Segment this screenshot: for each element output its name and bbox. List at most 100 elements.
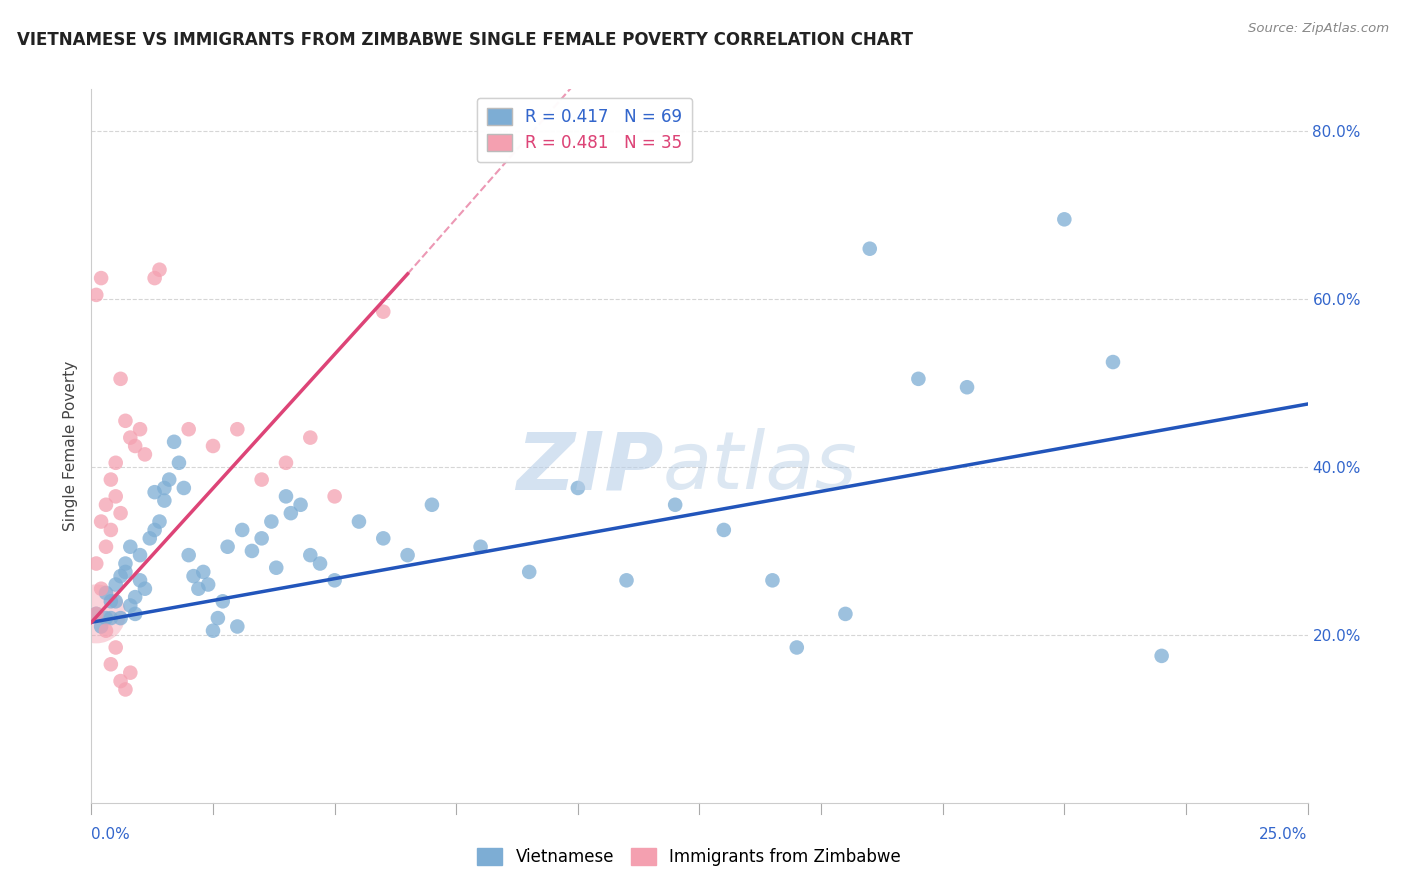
Point — [134, 582, 156, 596]
Point — [84, 607, 107, 621]
Point — [100, 611, 122, 625]
Point — [104, 640, 127, 655]
Text: ZIP: ZIP — [516, 428, 664, 507]
Point — [177, 548, 200, 562]
Point — [120, 665, 142, 680]
Point — [104, 577, 127, 591]
Point — [197, 577, 219, 591]
Point — [274, 456, 297, 470]
Point — [202, 439, 225, 453]
Point — [114, 414, 136, 428]
Point — [104, 456, 127, 470]
Point — [84, 288, 107, 302]
Legend: Vietnamese, Immigrants from Zimbabwe: Vietnamese, Immigrants from Zimbabwe — [471, 841, 907, 873]
Text: atlas: atlas — [664, 428, 858, 507]
Point — [134, 447, 156, 461]
Point — [114, 557, 136, 571]
Point — [250, 473, 273, 487]
Point — [153, 481, 176, 495]
Point — [240, 544, 263, 558]
Point — [110, 372, 132, 386]
Point — [148, 515, 170, 529]
Point — [124, 607, 146, 621]
Point — [104, 594, 127, 608]
Point — [120, 599, 142, 613]
Point — [84, 607, 107, 621]
Point — [94, 540, 117, 554]
Point — [420, 498, 443, 512]
Point — [299, 548, 322, 562]
Point — [323, 489, 346, 503]
Point — [110, 506, 132, 520]
Point — [1102, 355, 1125, 369]
Point — [90, 515, 112, 529]
Point — [143, 523, 166, 537]
Y-axis label: Single Female Poverty: Single Female Poverty — [63, 361, 79, 531]
Point — [84, 557, 107, 571]
Point — [153, 493, 176, 508]
Point — [124, 439, 146, 453]
Point — [260, 515, 283, 529]
Point — [290, 498, 312, 512]
Text: 25.0%: 25.0% — [1260, 827, 1308, 841]
Point — [94, 624, 117, 638]
Point — [956, 380, 979, 394]
Point — [84, 607, 107, 621]
Point — [859, 242, 882, 256]
Point — [148, 262, 170, 277]
Text: Source: ZipAtlas.com: Source: ZipAtlas.com — [1249, 22, 1389, 36]
Point — [120, 431, 142, 445]
Point — [124, 590, 146, 604]
Point — [517, 565, 540, 579]
Point — [834, 607, 856, 621]
Point — [110, 674, 132, 689]
Legend: R = 0.417   N = 69, R = 0.481   N = 35: R = 0.417 N = 69, R = 0.481 N = 35 — [477, 97, 692, 162]
Point — [264, 560, 287, 574]
Point — [143, 271, 166, 285]
Point — [139, 532, 162, 546]
Point — [250, 532, 273, 546]
Point — [129, 548, 152, 562]
Point — [396, 548, 419, 562]
Point — [110, 611, 132, 625]
Point — [114, 682, 136, 697]
Text: VIETNAMESE VS IMMIGRANTS FROM ZIMBABWE SINGLE FEMALE POVERTY CORRELATION CHART: VIETNAMESE VS IMMIGRANTS FROM ZIMBABWE S… — [17, 31, 912, 49]
Point — [786, 640, 808, 655]
Point — [347, 515, 370, 529]
Point — [187, 582, 209, 596]
Point — [157, 473, 180, 487]
Point — [299, 431, 322, 445]
Point — [226, 422, 249, 436]
Point — [143, 485, 166, 500]
Point — [90, 271, 112, 285]
Point — [114, 565, 136, 579]
Point — [664, 498, 686, 512]
Point — [183, 569, 205, 583]
Point — [90, 619, 112, 633]
Point — [129, 574, 152, 588]
Point — [373, 532, 395, 546]
Point — [217, 540, 239, 554]
Point — [211, 594, 233, 608]
Point — [163, 434, 186, 449]
Point — [104, 489, 127, 503]
Point — [309, 557, 332, 571]
Point — [323, 574, 346, 588]
Point — [226, 619, 249, 633]
Point — [120, 540, 142, 554]
Point — [193, 565, 215, 579]
Point — [1053, 212, 1076, 227]
Point — [616, 574, 638, 588]
Point — [177, 422, 200, 436]
Text: 0.0%: 0.0% — [91, 827, 131, 841]
Point — [94, 498, 117, 512]
Point — [274, 489, 297, 503]
Point — [470, 540, 492, 554]
Point — [173, 481, 195, 495]
Point — [713, 523, 735, 537]
Point — [94, 611, 117, 625]
Point — [907, 372, 929, 386]
Point — [373, 304, 395, 318]
Point — [100, 657, 122, 672]
Point — [90, 582, 112, 596]
